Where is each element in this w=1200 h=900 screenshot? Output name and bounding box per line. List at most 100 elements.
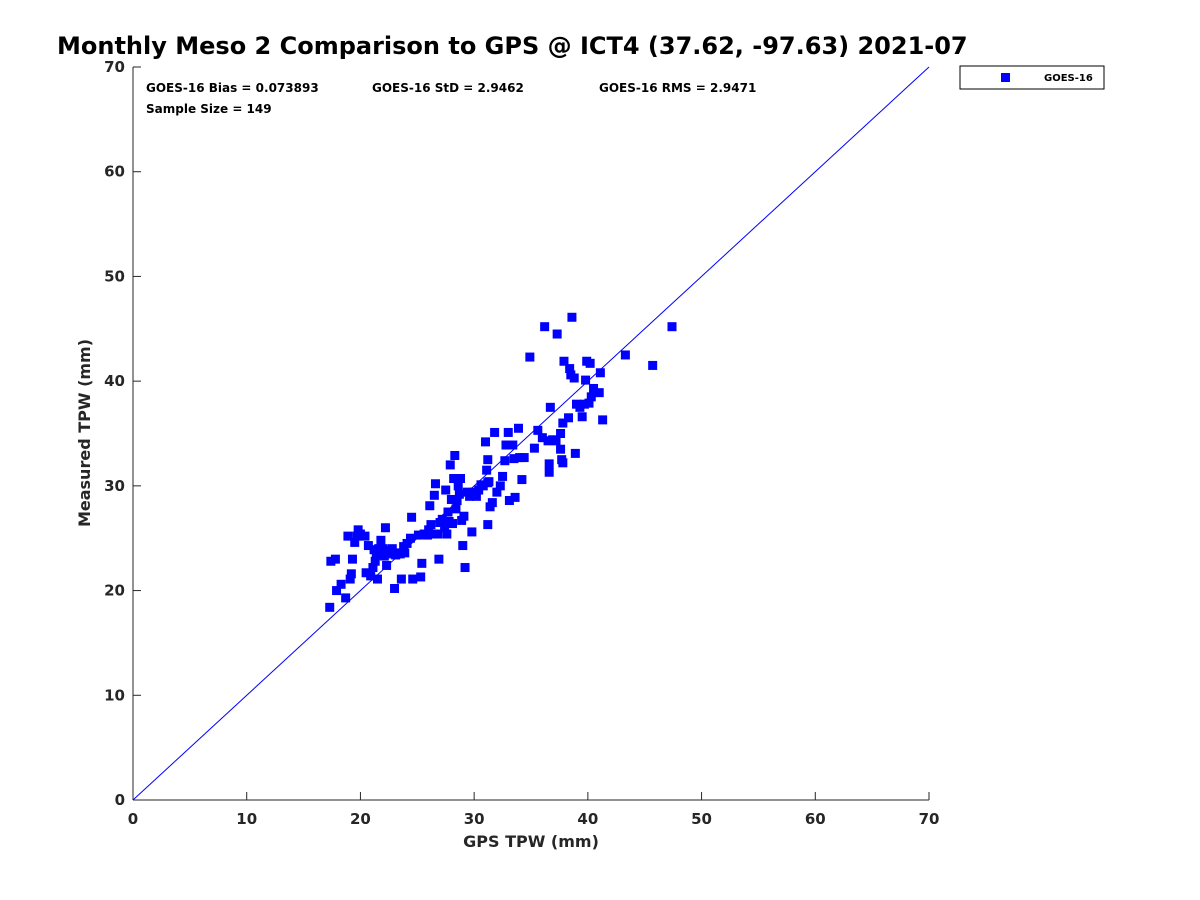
data-point	[390, 583, 400, 593]
y-tick-label: 30	[104, 477, 125, 495]
data-point	[577, 412, 587, 422]
data-point	[515, 453, 525, 463]
data-point	[667, 322, 677, 332]
data-point	[519, 453, 529, 463]
data-point	[402, 538, 412, 548]
data-point	[346, 569, 356, 579]
data-point	[471, 491, 481, 501]
legend: GOES-16	[959, 65, 1105, 90]
data-point	[341, 593, 351, 603]
y-tick-label: 10	[104, 686, 125, 704]
plot-area	[132, 67, 929, 801]
data-point	[510, 492, 520, 502]
data-point	[387, 544, 397, 554]
data-point	[513, 423, 523, 433]
data-point	[430, 479, 440, 489]
y-tick-label: 70	[104, 58, 125, 76]
data-point	[408, 574, 418, 584]
x-axis: 0 10 20 30 40 50 60 70	[128, 792, 940, 828]
data-point	[584, 398, 594, 408]
data-point	[355, 529, 365, 539]
data-point	[540, 322, 550, 332]
x-tick-label: 50	[691, 810, 712, 828]
data-point	[347, 554, 357, 564]
data-point	[533, 425, 543, 435]
data-point	[594, 388, 604, 398]
y-tick-label: 20	[104, 582, 125, 600]
data-point	[363, 541, 373, 551]
data-point	[391, 550, 401, 560]
data-point	[405, 533, 415, 543]
x-tick-label: 40	[577, 810, 598, 828]
x-tick-label: 70	[919, 810, 940, 828]
data-point	[453, 481, 463, 491]
data-point	[368, 563, 378, 573]
data-point	[508, 440, 518, 450]
data-point	[426, 520, 436, 530]
data-point	[448, 519, 458, 529]
data-point	[395, 549, 405, 559]
data-point	[551, 436, 561, 446]
data-point	[543, 436, 553, 446]
data-point	[442, 529, 452, 539]
legend-box	[959, 65, 1105, 90]
data-point	[529, 443, 539, 453]
data-point	[481, 437, 491, 447]
data-points	[325, 312, 677, 612]
data-point	[376, 535, 386, 545]
y-tick-label: 50	[104, 267, 125, 285]
data-point	[379, 551, 389, 561]
data-point	[330, 554, 340, 564]
data-point	[589, 383, 599, 393]
data-point	[343, 531, 353, 541]
data-point	[400, 548, 410, 558]
data-point	[586, 392, 596, 402]
data-point	[598, 415, 608, 425]
data-point	[503, 427, 513, 437]
data-point	[545, 402, 555, 412]
data-point	[483, 478, 493, 488]
y-tick-label: 0	[115, 791, 125, 809]
data-point	[325, 602, 335, 612]
data-point	[465, 491, 475, 501]
data-point	[495, 481, 505, 491]
data-point	[504, 496, 514, 506]
data-point	[345, 574, 355, 584]
data-point	[483, 455, 493, 465]
data-point	[567, 312, 577, 322]
data-point	[382, 560, 392, 570]
data-point	[575, 402, 585, 412]
data-point	[498, 471, 508, 481]
data-point	[595, 368, 605, 378]
data-point	[336, 579, 346, 589]
legend-label-goes-16: GOES-16	[1044, 73, 1093, 84]
data-point	[429, 490, 439, 500]
std-stat: GOES-16 StD = 2.9462	[372, 81, 524, 95]
y-tick-label: 40	[104, 372, 125, 390]
data-point	[509, 454, 519, 464]
data-point	[361, 568, 371, 578]
data-point	[501, 440, 511, 450]
reference-line	[132, 66, 930, 801]
data-point	[385, 549, 395, 559]
data-point	[451, 504, 461, 514]
data-point	[433, 529, 443, 539]
x-tick-label: 10	[236, 810, 257, 828]
data-point	[370, 556, 380, 566]
data-point	[517, 475, 527, 485]
data-point	[558, 418, 568, 428]
data-point	[483, 520, 493, 530]
data-point	[407, 512, 417, 522]
bias-stat: GOES-16 Bias = 0.073893	[146, 81, 319, 95]
data-point	[378, 544, 388, 554]
data-point	[544, 467, 554, 477]
data-point	[441, 485, 451, 495]
y-tick-label: 60	[104, 163, 125, 181]
data-point	[326, 556, 336, 566]
data-point	[440, 523, 450, 533]
data-point	[556, 444, 566, 454]
data-point	[434, 554, 444, 564]
sample-size-stat: Sample Size = 149	[146, 102, 272, 116]
rms-stat: GOES-16 RMS = 2.9471	[599, 81, 756, 95]
data-point	[565, 364, 575, 374]
